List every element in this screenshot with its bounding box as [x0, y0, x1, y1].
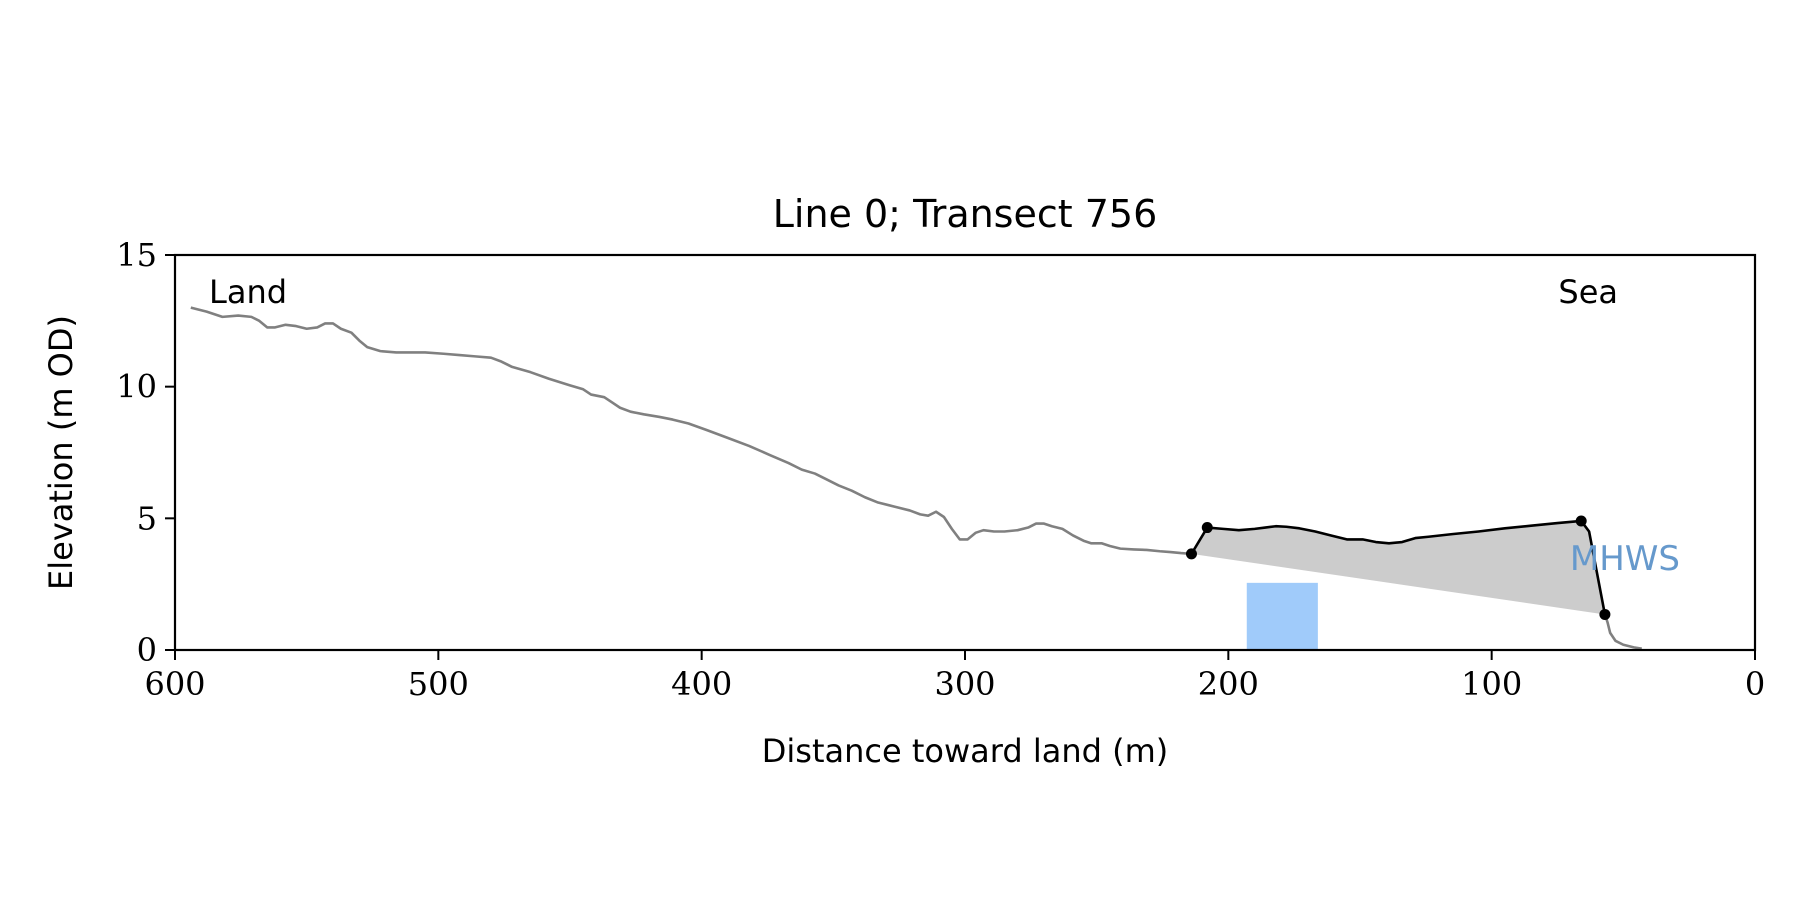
chart-title: Line 0; Transect 756 — [773, 192, 1158, 236]
key-point-marker — [1599, 608, 1611, 620]
mhws-box — [1246, 582, 1318, 650]
y-tick-label: 0 — [137, 631, 157, 669]
x-tick-label: 200 — [1198, 665, 1259, 703]
key-point-marker — [1201, 522, 1213, 534]
mhws-annotation: MHWS — [1570, 539, 1680, 579]
x-tick-label: 500 — [408, 665, 469, 703]
y-tick-label: 10 — [116, 368, 157, 406]
y-axis-label: Elevation (m OD) — [42, 315, 80, 590]
x-tick-label: 100 — [1461, 665, 1522, 703]
profile-landward-line — [190, 306, 1192, 556]
x-axis-label: Distance toward land (m) — [762, 732, 1168, 770]
x-tick-label: 0 — [1745, 665, 1765, 703]
profile-seaward-line — [1603, 614, 1642, 650]
x-tick-label: 400 — [671, 665, 732, 703]
key-point-marker — [1575, 515, 1587, 527]
x-tick-label: 300 — [934, 665, 995, 703]
dune-volume-fill — [1191, 520, 1605, 615]
land-annotation: Land — [209, 273, 287, 311]
x-tick-label: 600 — [144, 665, 205, 703]
dune-profile-line — [1190, 519, 1607, 615]
key-point-marker — [1185, 548, 1197, 560]
y-tick-label: 5 — [137, 499, 157, 537]
sea-annotation: Sea — [1558, 273, 1618, 311]
y-tick-label: 15 — [116, 236, 157, 274]
